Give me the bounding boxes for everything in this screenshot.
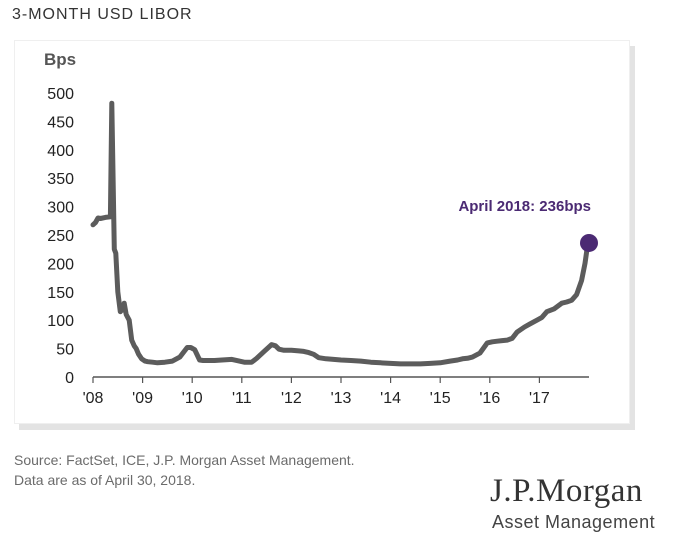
y-tick-label: 200	[47, 256, 74, 273]
y-tick-label: 150	[47, 285, 74, 302]
x-tick-label: '10	[182, 390, 203, 407]
data-date-line: Data are as of April 30, 2018.	[14, 472, 196, 488]
x-tick-label: '09	[132, 390, 153, 407]
y-tick-label: 50	[56, 342, 74, 359]
libor-series-line	[90, 100, 592, 367]
y-tick-label: 250	[47, 228, 74, 245]
jpmorgan-logo: J.P.Morgan Asset Management	[490, 474, 660, 534]
latest-value-annotation: April 2018: 236bps	[458, 198, 591, 215]
y-axis-unit-label: Bps	[44, 50, 76, 69]
x-tick-label: '15	[430, 390, 451, 407]
logo-subtitle: Asset Management	[492, 512, 656, 532]
y-tick-label: 350	[47, 171, 74, 188]
y-axis-ticks: 0 50 100 150 200 250 300 350 400 450 500	[47, 86, 74, 387]
y-tick-label: 500	[47, 86, 74, 103]
x-tick-label: '12	[281, 390, 302, 407]
y-tick-label: 300	[47, 200, 74, 217]
x-tick-label: '08	[83, 390, 104, 407]
latest-value-marker	[580, 233, 598, 252]
x-tick-label: '16	[479, 390, 500, 407]
x-axis-ticks: '08 '09 '10 '11 '12 '13 '14 '15 '16 '17	[83, 377, 550, 407]
chart-title: 3-MONTH USD LIBOR	[12, 6, 193, 23]
y-tick-label: 100	[47, 313, 74, 330]
x-tick-label: '13	[331, 390, 352, 407]
logo-wordmark: J.P.Morgan	[490, 473, 643, 509]
chart-panel: Bps 0 50 100 150 200 250 300 350 400 450 500 '08'0…	[14, 40, 630, 424]
x-tick-label: '17	[529, 390, 550, 407]
source-note: Source: FactSet, ICE, J.P. Morgan Asset …	[14, 450, 355, 490]
y-tick-label: 400	[47, 143, 74, 160]
source-line: Source: FactSet, ICE, J.P. Morgan Asset …	[14, 452, 355, 468]
x-tick-label: '14	[380, 390, 401, 407]
x-tick-label: '11	[232, 390, 252, 407]
y-tick-label: 450	[47, 114, 74, 131]
y-tick-label: 0	[65, 370, 74, 387]
